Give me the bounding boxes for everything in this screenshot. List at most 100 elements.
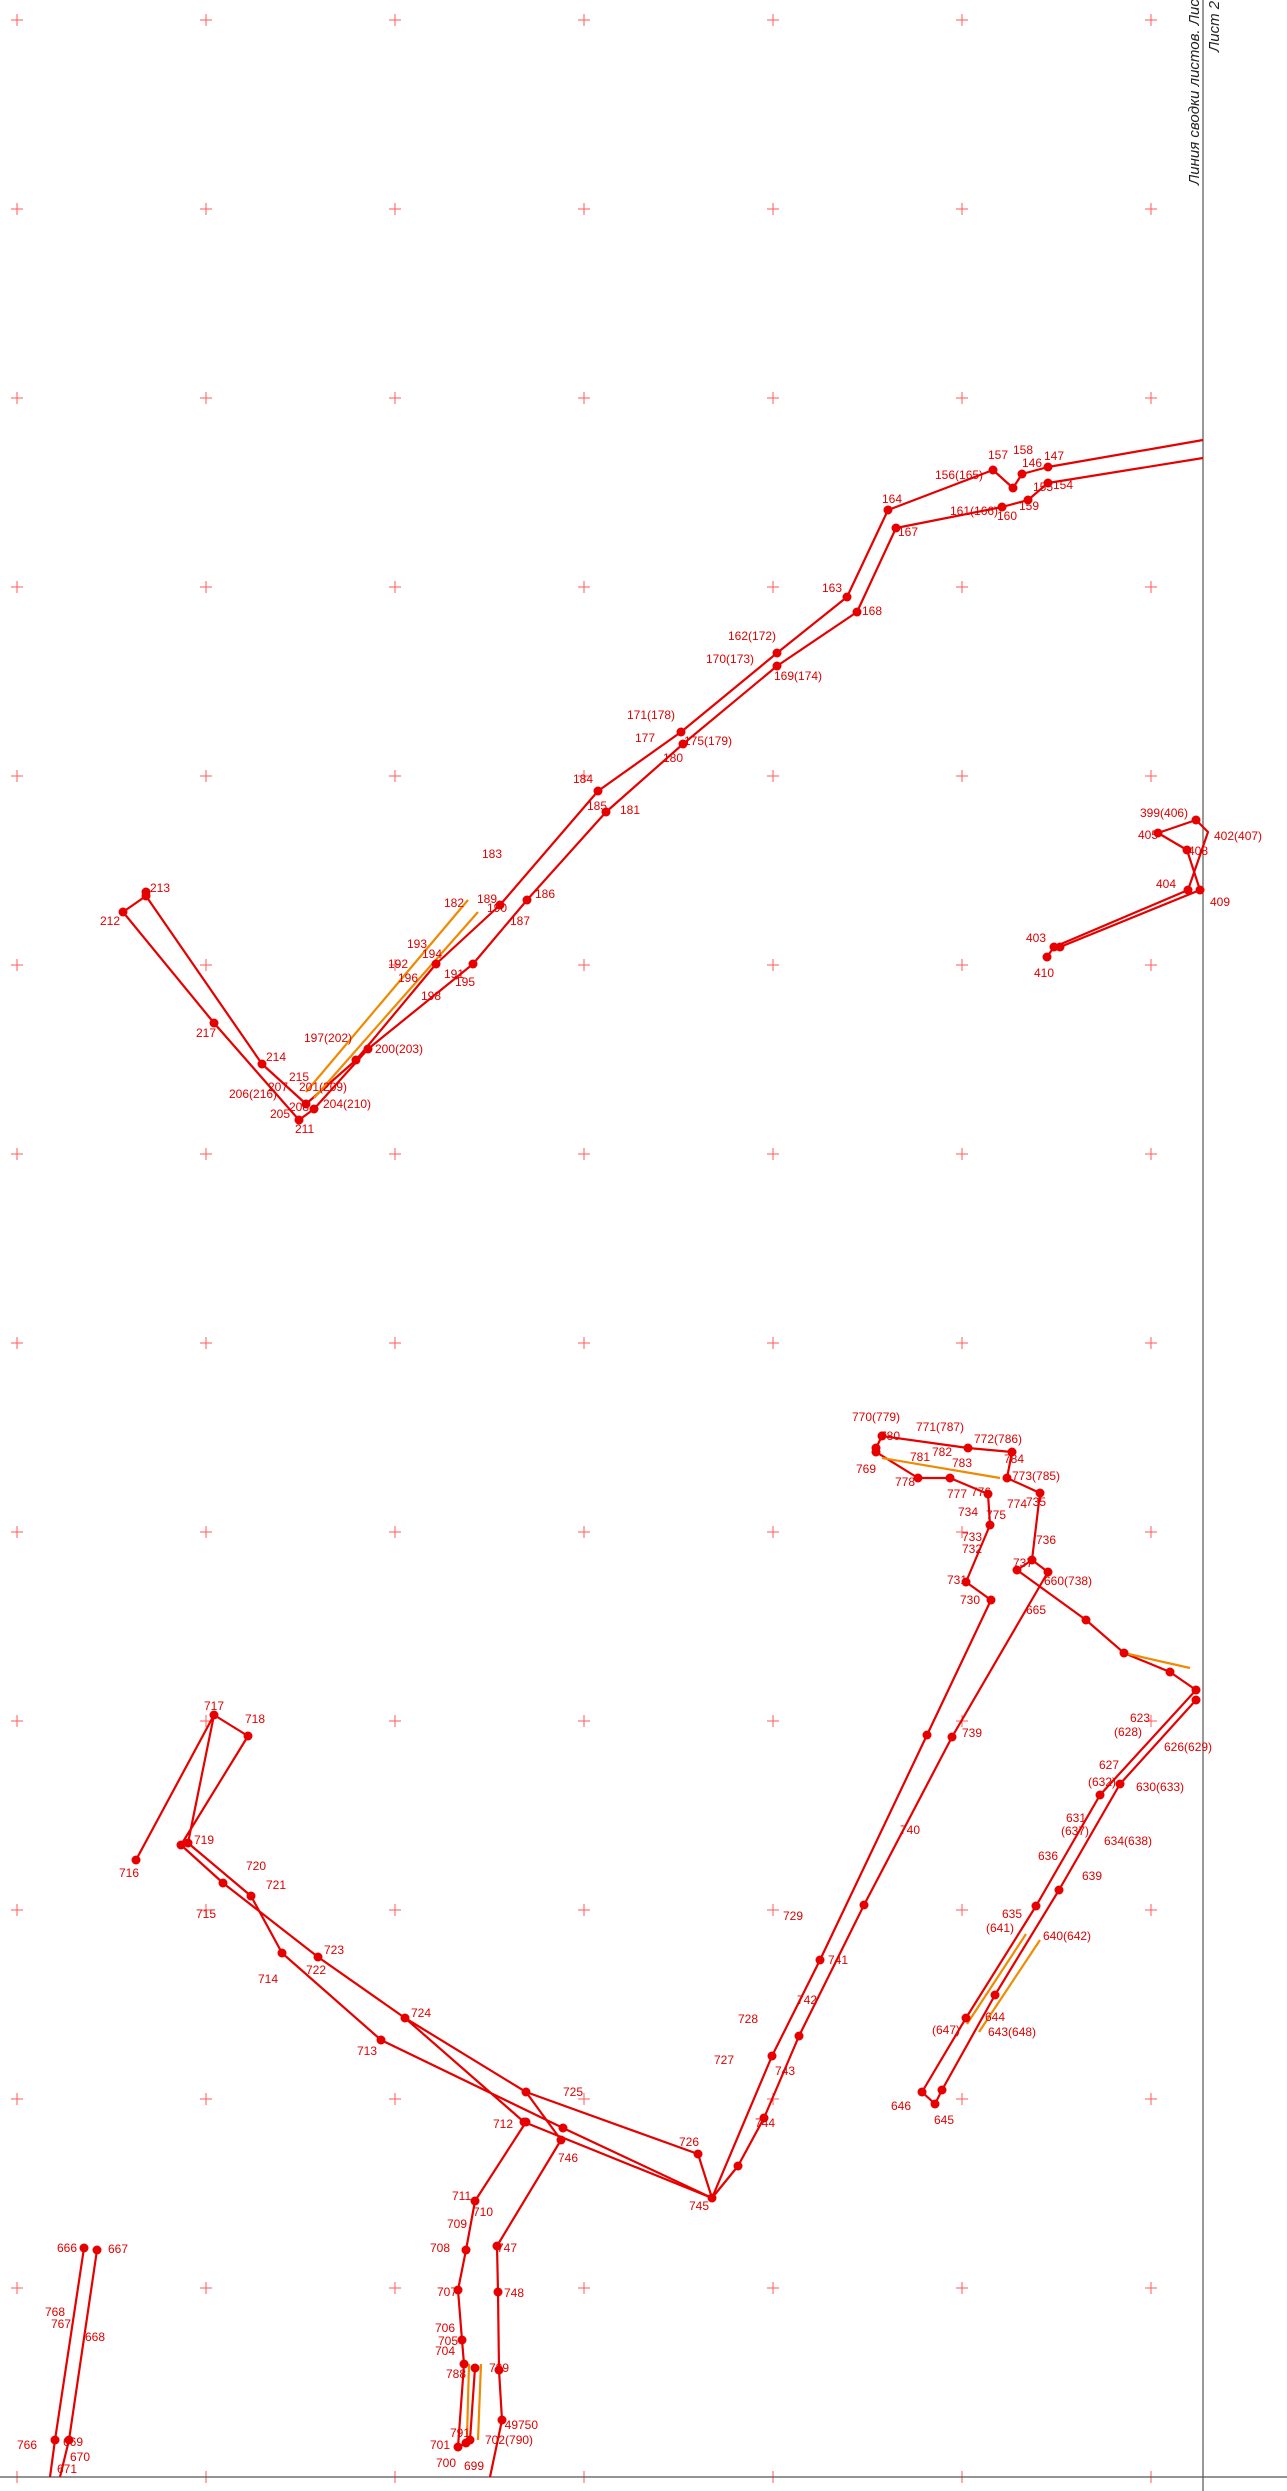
- vertex-point: [141, 887, 151, 897]
- vertex-point: [1043, 478, 1053, 488]
- point-label: 767: [51, 2317, 71, 2331]
- vertex-point: [64, 2435, 74, 2445]
- point-label: 162(172): [728, 629, 776, 643]
- point-label: 714: [258, 1972, 278, 1986]
- point-label: 701: [430, 2438, 450, 2452]
- point-label: 667: [108, 2242, 128, 2256]
- point-label: 702(790): [485, 2433, 533, 2447]
- vertex-point: [183, 1838, 193, 1848]
- point-label: 734: [958, 1505, 978, 1519]
- point-label: 146: [1022, 456, 1042, 470]
- point-label: 646: [891, 2099, 911, 2113]
- point-label: 175(179): [684, 734, 732, 748]
- vertex-point: [693, 2149, 703, 2159]
- point-label: 182: [444, 896, 464, 910]
- vertex-point: [963, 1443, 973, 1453]
- point-label: 626(629): [1164, 1740, 1212, 1754]
- point-label: 186: [535, 887, 555, 901]
- point-label: 711: [452, 2189, 471, 2203]
- point-label: 665: [1026, 1603, 1046, 1617]
- connector-lower: [465, 2363, 483, 2441]
- point-label: 183: [482, 847, 502, 861]
- vertex-point: [1153, 828, 1163, 838]
- vertex-point: [1191, 815, 1201, 825]
- vertex-point: [301, 1099, 311, 1109]
- point-label: 404: [1156, 877, 1176, 891]
- vertex-point: [558, 2123, 568, 2133]
- vertex-point: [243, 1731, 253, 1741]
- vertex-point: [593, 786, 603, 796]
- point-label: 780: [880, 1429, 900, 1443]
- point-label: 634(638): [1104, 1834, 1152, 1848]
- point-label: 192: [388, 957, 408, 971]
- point-label: 160: [997, 509, 1017, 523]
- point-label: 777: [947, 1487, 967, 1501]
- point-label: 774: [1007, 1497, 1027, 1511]
- point-label: 187: [510, 914, 530, 928]
- point-label: 735: [1026, 1495, 1046, 1509]
- vertex-point: [990, 1990, 1000, 2000]
- point-label: 205: [270, 1107, 290, 1121]
- point-label: 195: [455, 975, 475, 989]
- point-label: 197(202): [304, 1031, 352, 1045]
- point-label: 627: [1099, 1758, 1119, 1772]
- vertex-point: [1043, 462, 1053, 472]
- vertex-point: [459, 2359, 469, 2369]
- point-label: 623: [1130, 1711, 1150, 1725]
- point-label: 213: [150, 881, 170, 895]
- vertex-point: [883, 505, 893, 515]
- point-label: 770(779): [852, 1410, 900, 1424]
- point-label: 402(407): [1214, 829, 1262, 843]
- vertex-point: [859, 1900, 869, 1910]
- vertex-point: [1119, 1648, 1129, 1658]
- vertex-point: [497, 2415, 507, 2425]
- point-label: 750: [518, 2418, 538, 2432]
- vertex-point: [1008, 483, 1018, 493]
- point-label: 403: [1026, 931, 1046, 945]
- vertex-point: [988, 465, 998, 475]
- vertex-point: [601, 807, 611, 817]
- vertex-point: [1195, 885, 1205, 895]
- vertex-point: [457, 2335, 467, 2345]
- vertex-point: [983, 1489, 993, 1499]
- point-label: 732: [962, 1542, 982, 1556]
- point-label: 704: [435, 2344, 455, 2358]
- point-label: 169(174): [774, 669, 822, 683]
- vertex-point: [495, 900, 505, 910]
- point-label: 200(203): [375, 1042, 423, 1056]
- point-label: 773(785): [1012, 1469, 1060, 1483]
- point-label: 747: [497, 2241, 517, 2255]
- point-label: 660(738): [1044, 1574, 1092, 1588]
- point-label: 699: [464, 2459, 484, 2473]
- vertex-point: [1165, 1667, 1175, 1677]
- vertex-point: [1191, 1685, 1201, 1695]
- vertex-point: [891, 523, 901, 533]
- point-label: 156(165): [935, 468, 983, 482]
- point-label: 204(210): [323, 1097, 371, 1111]
- point-label: 164: [882, 492, 902, 506]
- point-label: 746: [558, 2151, 578, 2165]
- vertex-point: [1183, 885, 1193, 895]
- vertex-point: [453, 2442, 463, 2452]
- point-label: 645: [934, 2113, 954, 2127]
- point-label: 776: [971, 1485, 991, 1499]
- vertex-point: [913, 1473, 923, 1483]
- point-label: 189: [477, 892, 497, 906]
- vertex-point: [277, 1948, 287, 1958]
- vertex-point: [118, 907, 128, 917]
- point-label: 748: [504, 2286, 524, 2300]
- vertex-point: [1182, 845, 1192, 855]
- vertex-point: [985, 1520, 995, 1530]
- vertex-point: [351, 1055, 361, 1065]
- point-label: 640(642): [1043, 1929, 1091, 1943]
- vertex-point: [470, 2196, 480, 2206]
- point-label: 636: [1038, 1849, 1058, 1863]
- vertex-point: [1002, 1473, 1012, 1483]
- vertex-point: [676, 727, 686, 737]
- vertex-point: [376, 2035, 386, 2045]
- vertex-point: [1031, 1901, 1041, 1911]
- point-label: 716: [119, 1866, 139, 1880]
- point-label: 639: [1082, 1869, 1102, 1883]
- point-label: 668: [85, 2330, 105, 2344]
